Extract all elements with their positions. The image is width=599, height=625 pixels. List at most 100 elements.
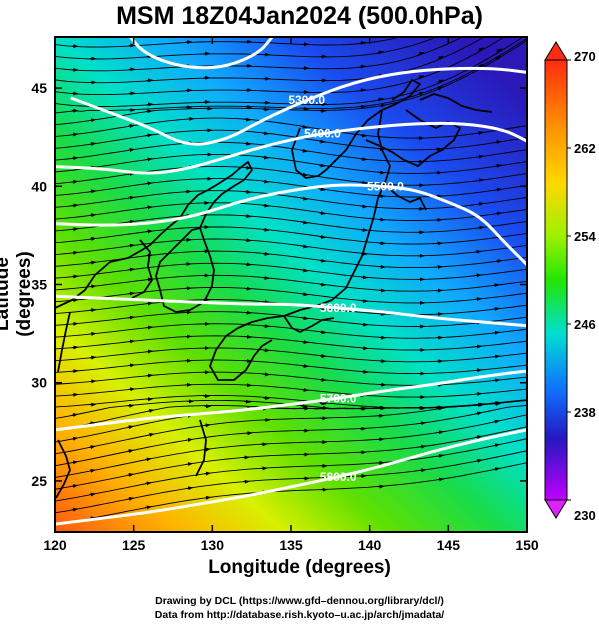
streamline-arrow: [361, 204, 368, 209]
streamline-arrow: [71, 345, 79, 350]
streamline-arrow: [475, 368, 483, 373]
streamline-arrow: [301, 148, 308, 153]
colorbar-body: [544, 59, 568, 501]
streamline-arrow: [495, 140, 502, 145]
streamline-arrow: [128, 387, 136, 392]
streamline-arrow: [437, 453, 444, 458]
streamline: [55, 39, 527, 126]
x-tick-label: 125: [122, 537, 146, 553]
streamline-arrow: [361, 228, 368, 233]
contour-line: [129, 37, 274, 70]
streamline-arrow: [71, 436, 78, 441]
streamline-arrow: [360, 133, 368, 138]
streamline-arrow: [496, 25, 501, 28]
streamline-arrow: [475, 411, 483, 416]
streamline-arrow: [477, 225, 485, 230]
streamline-arrow: [89, 308, 97, 313]
streamline-arrow: [496, 48, 502, 53]
contour-line: [70, 66, 527, 146]
y-tick-label: 45: [31, 80, 47, 96]
streamline-arrow: [71, 132, 79, 137]
streamline-arrow: [263, 324, 270, 329]
colorbar-tick-label: 270: [574, 49, 596, 64]
streamline-arrow: [89, 445, 96, 450]
x-axis-title: Longitude (degrees): [208, 557, 391, 578]
streamline-arrow: [377, 97, 384, 102]
chart-title: MSM 18Z04Jan2024 (500.0hPa): [116, 2, 483, 30]
streamline-arrow: [71, 484, 78, 489]
streamline-arrow: [319, 163, 326, 168]
y-axis: 25 30 35 40 45: [31, 80, 527, 489]
streamline-arrow: [493, 306, 500, 311]
streamline-arrow: [477, 47, 484, 52]
streamline-arrow: [301, 292, 309, 297]
streamline-arrow: [146, 373, 154, 378]
streamline-arrow: [127, 449, 134, 454]
streamline-arrow: [71, 156, 79, 161]
streamline-arrow: [477, 131, 484, 135]
streamline-arrow: [493, 443, 500, 448]
streamline-arrow: [319, 258, 327, 263]
streamline-arrow: [438, 33, 444, 35]
coastline: [55, 79, 493, 499]
streamline-arrow: [377, 50, 384, 55]
streamline-arrow: [128, 315, 135, 320]
streamline-arrow: [419, 468, 427, 473]
streamline-arrow: [302, 387, 309, 392]
streamline-arrow: [301, 316, 309, 321]
streamline-arrow: [320, 377, 327, 382]
streamline-arrow: [145, 505, 152, 510]
streamline-arrow: [302, 340, 309, 345]
streamline-arrow: [359, 88, 366, 93]
streamline-arrow: [418, 29, 424, 31]
streamline-arrow: [478, 63, 484, 69]
streamline-arrow: [146, 349, 153, 354]
height-contours: [55, 37, 527, 526]
streamline-arrow: [262, 227, 270, 232]
streamline-arrow: [71, 227, 79, 232]
streamline-arrow: [437, 55, 444, 60]
streamline-arrow: [128, 219, 135, 224]
streamline-arrow: [301, 404, 308, 409]
colorbar-tick-label: 230: [574, 508, 596, 523]
streamline-arrow: [475, 273, 482, 278]
streamline-arrow: [186, 437, 193, 442]
streamline-arrow: [418, 51, 425, 56]
streamline: [55, 202, 527, 221]
streamline-arrow: [89, 355, 97, 360]
streamline-arrow: [244, 117, 252, 122]
streamline-arrow: [71, 413, 78, 418]
streamline-arrow: [71, 250, 79, 255]
streamline-arrow: [359, 41, 366, 45]
streamline-arrow: [437, 430, 444, 435]
streamline-arrow: [419, 421, 427, 426]
streamline-arrow: [360, 157, 368, 162]
streamline: [55, 371, 527, 386]
streamline-arrow: [244, 189, 252, 194]
colorbar-bottom-triangle: [544, 499, 568, 519]
streamline-arrow: [89, 236, 97, 241]
streamline-arrow: [128, 363, 136, 368]
streamline: [55, 250, 527, 269]
streamline-arrow: [319, 330, 327, 335]
streamline: [55, 462, 527, 526]
streamline-arrow: [477, 202, 485, 206]
streamline-arrow: [475, 297, 482, 302]
y-tick-label: 35: [31, 277, 47, 293]
streamline-arrow: [360, 180, 368, 185]
colorbar-tick-label: 262: [574, 141, 596, 156]
streamline-arrow: [319, 187, 326, 192]
streamline-arrow: [127, 425, 134, 430]
streamline-arrow: [89, 468, 96, 473]
streamline-arrow: [263, 372, 270, 377]
contour-label: 5700.0: [320, 391, 357, 405]
streamline-arrow: [477, 154, 484, 159]
streamline-arrow: [89, 379, 97, 384]
streamline: [55, 347, 527, 363]
streamline-arrow: [128, 267, 135, 272]
contour-label: 5400.0: [304, 126, 341, 140]
streamline-arrow: [263, 275, 270, 280]
streamline-arrow: [128, 123, 135, 128]
streamline-arrow: [475, 435, 483, 440]
